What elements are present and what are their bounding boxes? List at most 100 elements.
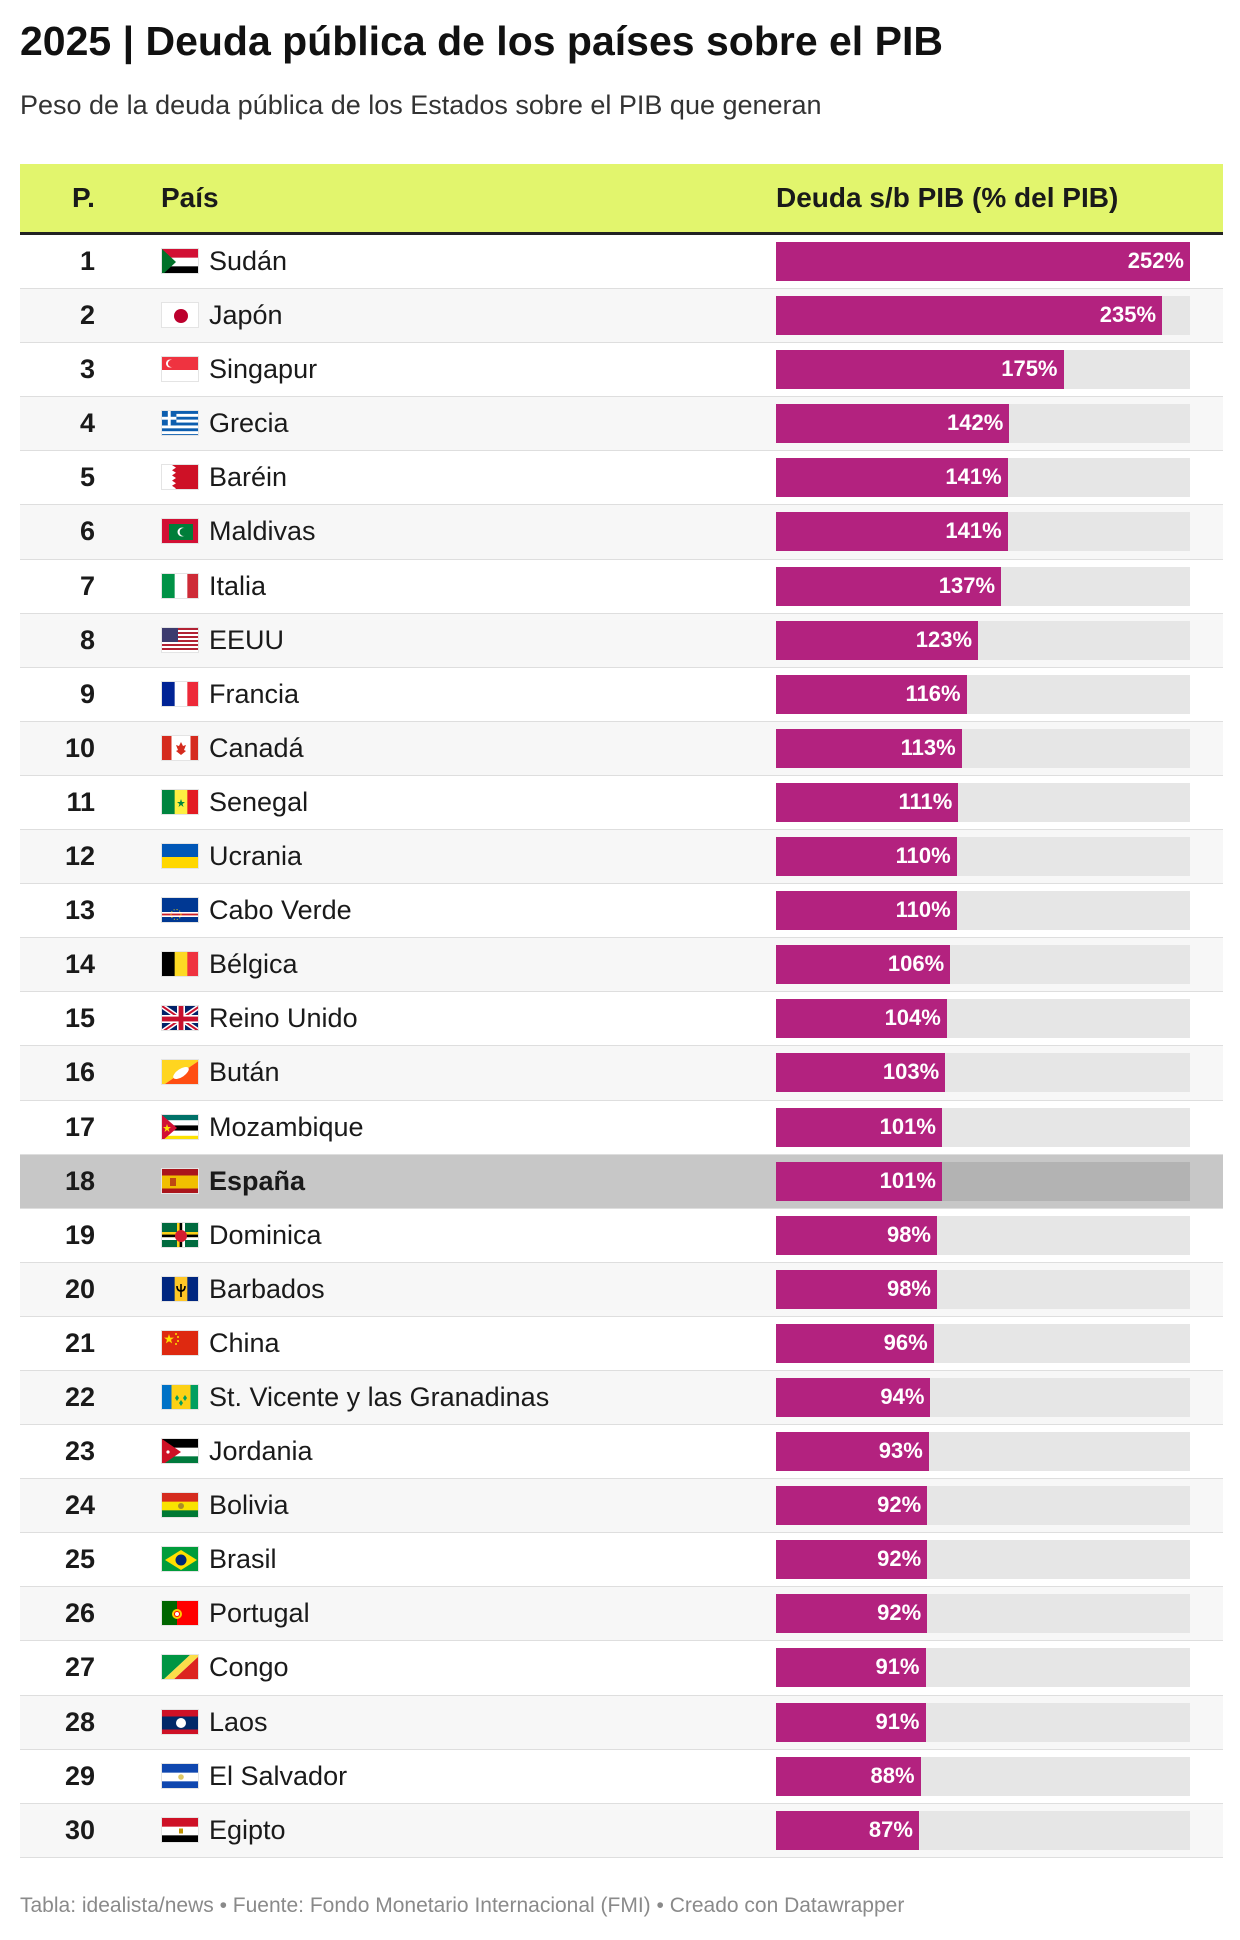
bar-track: 106% xyxy=(776,945,1190,985)
bar-value-label: 92% xyxy=(877,1492,922,1518)
table-row: 16 Bután 103% xyxy=(20,1046,1223,1101)
source-footer: Tabla: idealista/news • Fuente: Fondo Mo… xyxy=(20,1894,905,1917)
bar-value-label: 137% xyxy=(938,572,996,598)
table-row: 22 St. Vicente y las Granadinas 94% xyxy=(20,1370,1223,1426)
country-cell: Japón xyxy=(209,300,283,331)
country-cell: Mozambique xyxy=(209,1111,364,1142)
rank-cell: 21 xyxy=(64,1327,95,1358)
country-cell: Dominica xyxy=(209,1219,322,1250)
bar: 110% xyxy=(776,837,957,877)
flag-congo-icon xyxy=(161,1654,199,1681)
flag-canada-icon xyxy=(161,734,199,761)
flag-italy-icon xyxy=(161,572,199,599)
country-cell: St. Vicente y las Granadinas xyxy=(209,1381,550,1412)
bar: 110% xyxy=(776,891,957,931)
country-cell: Laos xyxy=(209,1706,268,1737)
column-header-rank: P. xyxy=(72,182,95,213)
country-cell: Congo xyxy=(209,1652,289,1683)
rank-cell: 5 xyxy=(79,462,95,493)
rank-cell: 27 xyxy=(64,1652,95,1683)
flag-ukraine-icon xyxy=(161,843,199,870)
country-cell: Bután xyxy=(209,1057,280,1088)
flag-cape-verde-icon xyxy=(161,897,199,924)
bar-track: 175% xyxy=(776,350,1190,390)
rank-cell: 23 xyxy=(64,1436,95,1467)
table-row: 21 China 96% xyxy=(20,1316,1223,1371)
rank-cell: 28 xyxy=(64,1706,95,1737)
table-row: 3 Singapur 175% xyxy=(20,343,1223,398)
bar-value-label: 116% xyxy=(905,680,961,706)
bar-track: 110% xyxy=(776,891,1190,931)
rank-cell: 4 xyxy=(79,408,95,439)
rank-cell: 19 xyxy=(64,1219,95,1250)
bar-track: 91% xyxy=(776,1702,1190,1742)
bar: 103% xyxy=(776,1053,946,1093)
rank-cell: 14 xyxy=(64,949,95,980)
country-cell: Cabo Verde xyxy=(209,895,352,926)
table-row: 7 Italia 137% xyxy=(20,559,1223,614)
bar-value-label: 92% xyxy=(877,1600,922,1626)
flag-portugal-icon xyxy=(161,1600,199,1627)
bar: 106% xyxy=(776,945,951,985)
bar: 123% xyxy=(776,620,979,660)
bar-value-label: 104% xyxy=(884,1005,941,1031)
rank-cell: 6 xyxy=(79,516,95,547)
bar-track: 142% xyxy=(776,404,1190,444)
bar: 92% xyxy=(776,1486,928,1526)
flag-brazil-icon xyxy=(161,1546,199,1573)
flag-greece-icon xyxy=(161,410,199,437)
country-cell: Sudán xyxy=(209,246,288,276)
flag-maldives-icon xyxy=(161,518,199,545)
bar: 93% xyxy=(776,1432,929,1472)
bar-track: 104% xyxy=(776,999,1190,1039)
bar-value-label: 93% xyxy=(878,1438,923,1464)
country-cell: Grecia xyxy=(209,408,289,439)
flag-bahrain-icon xyxy=(161,464,199,491)
bar: 94% xyxy=(776,1377,931,1417)
flag-belgium-icon xyxy=(161,951,199,978)
flag-bolivia-icon xyxy=(161,1492,199,1519)
flag-laos-icon xyxy=(161,1708,199,1735)
chart-subtitle: Peso de la deuda pública de los Estados … xyxy=(20,90,822,120)
bar-value-label: 106% xyxy=(887,951,945,977)
bar-value-label: 101% xyxy=(879,1167,936,1193)
table-row: 13 Cabo Verde 110% xyxy=(20,884,1223,939)
rank-cell: 30 xyxy=(64,1814,95,1845)
table-row: 12 Ucrania 110% xyxy=(20,830,1223,885)
bar-value-label: 94% xyxy=(880,1383,925,1409)
rank-cell: 12 xyxy=(64,841,95,872)
data-table: P. País Deuda s/b PIB (% del PIB) 1 Sudán… xyxy=(20,164,1223,1858)
bar-value-label: 87% xyxy=(868,1816,913,1842)
country-cell: España xyxy=(209,1165,306,1196)
country-cell: China xyxy=(209,1327,280,1358)
rank-cell: 17 xyxy=(64,1111,95,1142)
rank-cell: 16 xyxy=(64,1057,95,1088)
bar: 98% xyxy=(776,1269,937,1309)
bar-value-label: 96% xyxy=(883,1329,928,1355)
country-cell: Barbados xyxy=(209,1273,325,1304)
country-cell: Baréin xyxy=(209,462,288,493)
flag-japan-icon xyxy=(161,302,199,329)
bar: 88% xyxy=(776,1756,921,1796)
bar: 141% xyxy=(776,458,1008,498)
table-row: 17 Mozambique 101% xyxy=(20,1100,1223,1155)
bar-track: 101% xyxy=(776,1107,1190,1147)
bar-track: 98% xyxy=(776,1269,1190,1309)
table-row: 18 España 101% xyxy=(20,1154,1223,1209)
bar: 142% xyxy=(776,404,1010,444)
bar: 96% xyxy=(776,1323,934,1363)
table-row: 10 Canadá 113% xyxy=(20,721,1223,776)
bar-value-label: 141% xyxy=(945,518,1002,544)
rank-cell: 3 xyxy=(79,354,95,385)
bar: 87% xyxy=(776,1810,919,1850)
bar-track: 88% xyxy=(776,1756,1190,1796)
bar-value-label: 235% xyxy=(1099,302,1157,328)
bar-value-label: 141% xyxy=(945,464,1002,490)
table-body: 1 Sudán 252% 2 Japón 235% 3 Singapur 175% 4 Grecia… xyxy=(20,235,1223,1858)
rank-cell: 9 xyxy=(79,678,95,709)
bar-track: 98% xyxy=(776,1215,1190,1255)
bar-track: 94% xyxy=(776,1377,1190,1417)
bar-value-label: 111% xyxy=(898,788,953,814)
flag-bhutan-icon xyxy=(161,1059,199,1086)
table-row: 6 Maldivas 141% xyxy=(20,505,1223,560)
